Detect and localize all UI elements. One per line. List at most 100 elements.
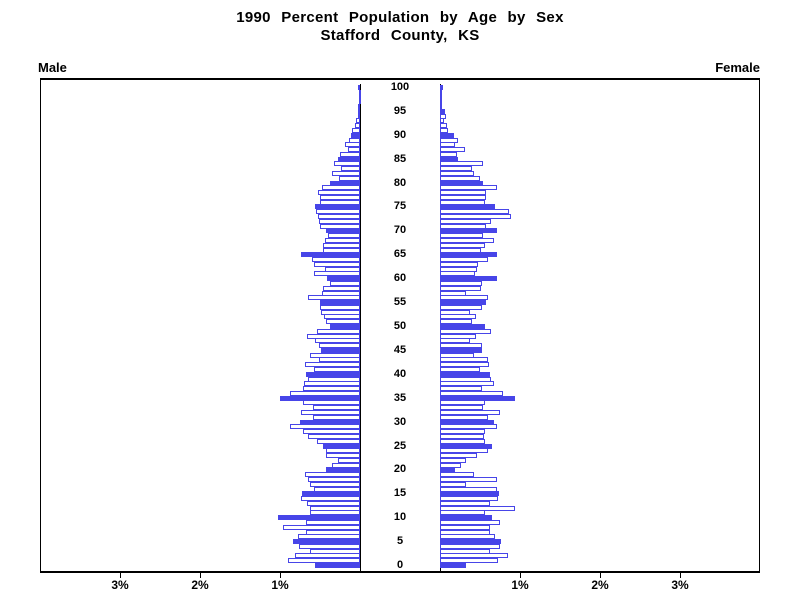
- female-bar-age-88: [440, 142, 455, 148]
- male-bar-age-46: [319, 343, 360, 349]
- male-pct-label-2: 2%: [191, 578, 209, 592]
- male-bar-age-76: [320, 199, 360, 205]
- male-bar-age-65: [301, 252, 360, 258]
- male-bar-age-99: [359, 89, 361, 95]
- male-bar-age-83: [341, 166, 360, 172]
- female-bar-age-39: [440, 376, 491, 382]
- female-bar-age-89: [440, 137, 458, 143]
- male-bar-age-41: [314, 367, 360, 372]
- male-bar-age-42: [305, 362, 360, 368]
- female-bar-age-13: [440, 500, 490, 506]
- male-bar-age-77: [320, 194, 360, 200]
- female-bar-age-60: [440, 276, 497, 282]
- male-bar-age-11: [310, 510, 360, 516]
- male-bar-age-78: [318, 190, 360, 196]
- female-bar-age-99: [440, 89, 442, 95]
- female-bar-age-64: [440, 257, 488, 262]
- male-bar-age-67: [323, 242, 360, 248]
- female-bar-age-96: [440, 104, 442, 109]
- age-tick-label-70: 70: [393, 224, 407, 237]
- female-pct-label-3: 3%: [671, 578, 689, 592]
- male-bar-age-95: [358, 108, 360, 114]
- male-bar-age-7: [306, 529, 360, 535]
- female-bar-age-18: [440, 476, 497, 482]
- male-bar-age-51: [326, 319, 360, 325]
- female-bar-age-56: [440, 295, 488, 301]
- age-tick-label-30: 30: [393, 415, 407, 428]
- female-bar-age-69: [440, 233, 483, 239]
- male-bar-age-66: [323, 247, 360, 253]
- male-bar-age-31: [313, 414, 360, 420]
- male-bar-age-26: [317, 438, 360, 444]
- female-bar-age-79: [440, 185, 497, 191]
- female-bar-age-67: [440, 242, 485, 248]
- female-bar-age-44: [440, 352, 474, 358]
- female-bar-age-35: [440, 395, 515, 401]
- female-bar-age-55: [440, 300, 486, 305]
- female-bar-age-71: [440, 223, 486, 229]
- male-bar-age-40: [306, 371, 360, 377]
- male-bar-age-10: [278, 515, 360, 521]
- age-tick-label-90: 90: [393, 128, 407, 141]
- male-bar-age-54: [320, 304, 360, 310]
- male-bar-age-16: [314, 486, 360, 492]
- male-bar-age-94: [358, 113, 360, 119]
- female-bar-age-21: [440, 462, 461, 468]
- male-bar-age-50: [330, 324, 360, 329]
- male-bar-age-0: [315, 563, 360, 568]
- male-bar-age-2: [295, 553, 360, 559]
- male-bar-age-5: [293, 539, 360, 545]
- female-bar-age-58: [440, 285, 481, 291]
- male-bar-age-17: [310, 481, 360, 487]
- female-pct-label-1: 1%: [511, 578, 529, 592]
- female-bar-age-83: [440, 166, 472, 172]
- male-bar-age-56: [308, 295, 360, 301]
- female-bar-age-75: [440, 204, 495, 210]
- female-pct-tick-2: [600, 573, 601, 578]
- female-bar-age-66: [440, 247, 481, 253]
- female-bar-age-4: [440, 543, 500, 549]
- female-bar-age-86: [440, 151, 457, 157]
- male-bar-age-27: [308, 433, 360, 439]
- female-bar-age-15: [440, 491, 499, 497]
- female-bar-age-36: [440, 390, 503, 396]
- female-bar-age-90: [440, 132, 454, 138]
- female-bar-age-23: [440, 453, 477, 458]
- male-bar-age-23: [326, 453, 360, 458]
- male-bar-age-29: [290, 424, 360, 430]
- male-bar-age-84: [334, 161, 360, 167]
- male-bar-age-3: [310, 548, 360, 554]
- female-bar-age-68: [440, 237, 494, 243]
- male-center-axis: [360, 84, 361, 573]
- chart-subtitle: Stafford County, KS: [320, 27, 480, 44]
- age-tick-label-15: 15: [393, 487, 407, 500]
- female-bar-age-10: [440, 515, 492, 521]
- male-bar-age-70: [326, 228, 360, 234]
- male-bar-age-9: [306, 520, 360, 525]
- female-bar-age-7: [440, 529, 490, 535]
- female-bar-age-54: [440, 304, 482, 310]
- female-bar-age-8: [440, 524, 490, 530]
- female-bar-age-27: [440, 433, 484, 439]
- age-tick-label-10: 10: [393, 511, 407, 524]
- age-tick-label-60: 60: [393, 272, 407, 285]
- female-bar-age-94: [440, 113, 446, 119]
- female-bar-age-85: [440, 156, 458, 162]
- female-bar-age-59: [440, 280, 482, 286]
- male-bar-age-32: [301, 410, 360, 415]
- female-bar-age-3: [440, 548, 490, 554]
- female-bar-age-53: [440, 309, 470, 315]
- female-bar-age-6: [440, 534, 495, 540]
- female-bar-age-11: [440, 510, 485, 516]
- female-bar-age-45: [440, 347, 482, 353]
- female-bar-age-73: [440, 214, 511, 219]
- male-bar-age-13: [307, 500, 360, 506]
- female-bar-age-49: [440, 328, 491, 334]
- female-bar-age-22: [440, 457, 466, 463]
- age-tick-label-25: 25: [393, 439, 407, 452]
- chart-title: 1990 Percent Population by Age by Sex: [236, 9, 564, 26]
- male-bar-age-93: [356, 118, 360, 124]
- male-bar-age-73: [318, 214, 360, 219]
- male-bar-age-28: [303, 429, 360, 435]
- male-pct-label-1: 1%: [271, 578, 289, 592]
